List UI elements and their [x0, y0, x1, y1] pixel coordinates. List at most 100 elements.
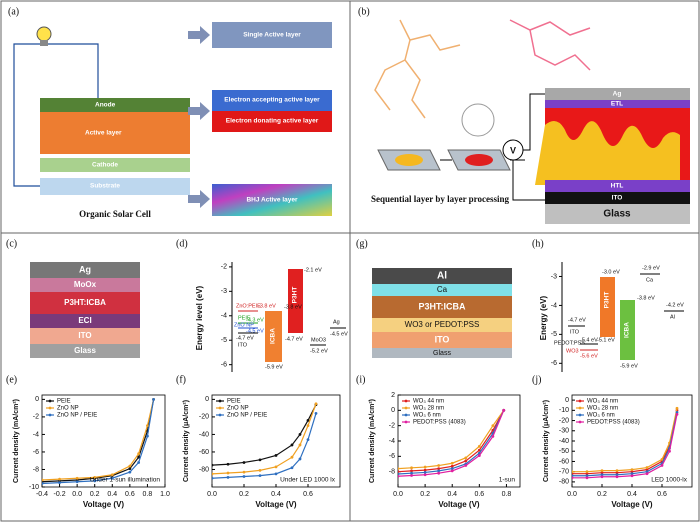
legend-marker — [48, 413, 52, 417]
annotation: Under 1-sun illumination — [90, 477, 160, 484]
data-point — [93, 479, 97, 483]
data-point — [630, 468, 634, 472]
data-point — [290, 466, 294, 470]
x-tick-label: 0.0 — [393, 491, 403, 498]
plot-frame — [41, 394, 166, 488]
level-text: -4.2 eV — [666, 302, 684, 308]
x-tick-label: 0.8 — [502, 491, 512, 498]
y-tick-label: -50 — [559, 448, 569, 455]
data-point — [630, 470, 634, 474]
wire — [523, 93, 545, 151]
y-axis-label: Current density (μA/cm²) — [183, 400, 190, 482]
layer-label: ITO — [435, 334, 450, 344]
level-text: -4.7 eV — [236, 335, 254, 341]
level-text: PEIE — [238, 315, 251, 321]
legend-label: PEDOT:PSS (4083) — [587, 420, 640, 426]
legend-marker — [218, 413, 222, 417]
layer — [30, 262, 140, 278]
data-point — [146, 424, 149, 428]
level-text: -5.1 eV — [597, 337, 615, 343]
option-box — [212, 184, 332, 216]
data-point — [437, 471, 441, 475]
data-point — [600, 475, 604, 479]
data-point — [502, 408, 506, 412]
level-text: -5.9 eV — [620, 363, 638, 369]
layer — [545, 204, 690, 224]
data-point — [615, 469, 619, 473]
level-text: ITO — [570, 329, 580, 335]
data-point — [110, 473, 114, 477]
legend-label: ZnO NP — [57, 406, 79, 412]
data-point — [137, 455, 141, 459]
panel-label: (g) — [356, 238, 368, 249]
layer-label: Glass — [74, 346, 96, 355]
y-tick-label: -2 — [33, 414, 39, 421]
data-point — [675, 413, 679, 416]
data-point — [258, 468, 262, 472]
y-tick-label: -3 — [551, 273, 557, 280]
data-point — [42, 482, 44, 485]
level-bar — [265, 311, 282, 362]
data-point — [600, 473, 604, 477]
y-tick-label: -3 — [221, 288, 227, 295]
y-tick-label: 0 — [35, 396, 39, 403]
annotation: LED 1000-lx — [651, 477, 688, 484]
data-point — [290, 443, 294, 447]
data-point — [660, 458, 664, 461]
y-tick-label: -6 — [389, 453, 395, 460]
layer-label: HTL — [611, 183, 624, 190]
y-axis-label: Current density (μA/cm²) — [543, 400, 550, 482]
option-box — [212, 111, 332, 132]
data-point — [314, 412, 318, 415]
layer — [372, 348, 512, 358]
data-point — [437, 469, 441, 473]
panel-label: (d) — [176, 238, 188, 249]
legend-marker — [404, 399, 408, 403]
data-point — [437, 467, 441, 470]
level-bar — [288, 269, 303, 333]
layer — [372, 268, 512, 284]
y-tick-label: -4 — [33, 431, 39, 438]
level-text: P3HT — [292, 287, 299, 304]
level-text: -4.3 eV — [246, 317, 264, 323]
data-point — [630, 472, 634, 476]
panel-a: (a) Anode Active layer Cathode Substrate… — [8, 6, 332, 219]
layer — [40, 158, 190, 172]
data-point — [398, 467, 400, 470]
level-text: -3.8 eV — [258, 303, 276, 309]
layer — [545, 100, 690, 108]
data-point — [398, 470, 400, 474]
data-point — [450, 467, 454, 470]
level-text: -4.7 eV — [568, 317, 586, 323]
legend-marker — [578, 399, 582, 403]
y-tick-label: -2 — [221, 264, 227, 271]
data-point — [645, 472, 649, 476]
data-point — [75, 480, 79, 484]
y-tick-label: -60 — [559, 458, 569, 465]
legend-label: PEIE — [57, 399, 71, 405]
y-tick-label: -20 — [199, 414, 209, 421]
y-tick-label: -10 — [559, 407, 569, 414]
data-point — [423, 465, 427, 469]
panel-label: (b) — [358, 6, 370, 17]
x-tick-label: 0.2 — [239, 491, 249, 498]
x-tick-label: -0.2 — [54, 491, 66, 498]
x-tick-label: -0.4 — [36, 491, 48, 498]
y-tick-label: -5 — [551, 331, 557, 338]
data-point — [645, 468, 649, 472]
y-tick-label: -20 — [559, 417, 569, 424]
panel-g: (g) Al Ca P3HT:ICBA WO3 or PEDOT:PSS ITO… — [356, 238, 512, 358]
y-tick-label: 0 — [205, 396, 209, 403]
data-point — [274, 472, 278, 476]
layer-label: Glass — [433, 350, 451, 357]
data-point — [410, 471, 413, 475]
y-tick-label: 2 — [391, 392, 395, 399]
y-tick-label: -10 — [29, 484, 39, 491]
data-point — [423, 473, 427, 477]
y-tick-label: -60 — [199, 449, 209, 456]
layer-label: P3HT:ICBA — [64, 298, 106, 307]
legend-label: PEIE — [227, 399, 241, 405]
bulb — [36, 26, 52, 42]
y-tick-label: 0 — [565, 397, 569, 404]
level-text: -3.8 eV — [637, 295, 655, 301]
